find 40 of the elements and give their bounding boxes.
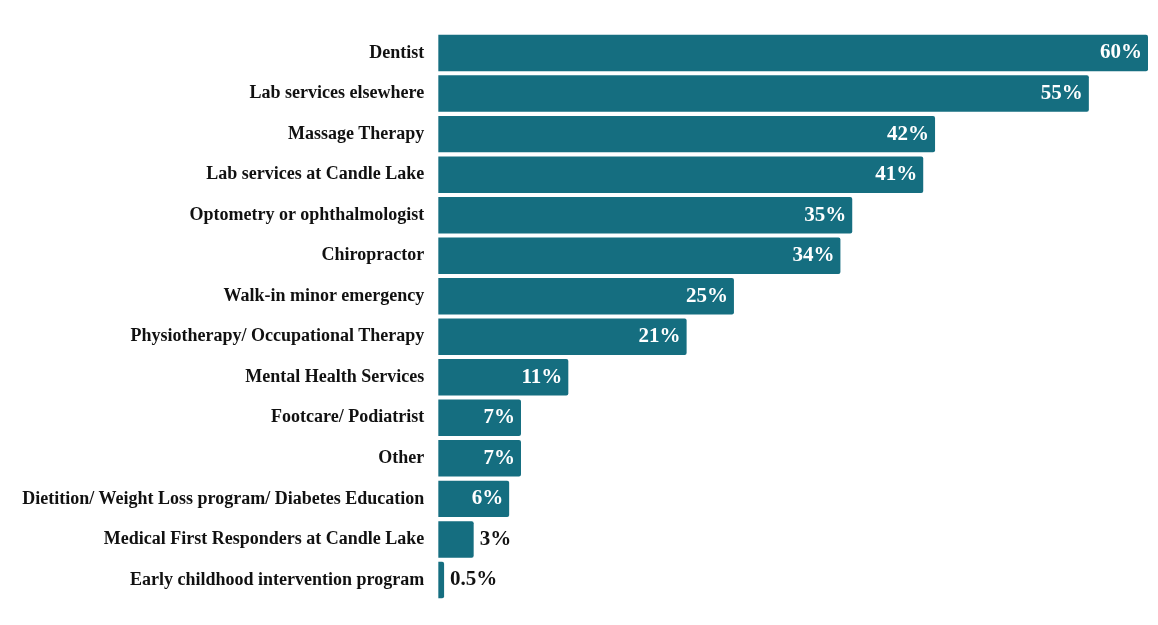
y-tick-label: Dentist bbox=[369, 41, 425, 62]
data-label: 21% bbox=[638, 323, 681, 348]
data-label: 6% bbox=[471, 485, 504, 510]
bar bbox=[438, 440, 521, 477]
bar bbox=[438, 399, 521, 437]
y-tick-label: Mental Health Services bbox=[245, 365, 425, 386]
y-tick-label: Footcare/ Podiatrist bbox=[271, 406, 425, 427]
bar bbox=[438, 521, 474, 558]
data-label: 7% bbox=[483, 444, 515, 469]
data-label: 55% bbox=[1040, 80, 1083, 105]
bar bbox=[438, 115, 936, 153]
data-label: 41% bbox=[875, 161, 918, 186]
y-tick-label: Early childhood intervention program bbox=[129, 568, 425, 589]
data-label: 3% bbox=[479, 525, 512, 550]
data-label: 11% bbox=[521, 363, 563, 388]
y-tick-label: Other bbox=[378, 447, 425, 468]
bar bbox=[438, 196, 853, 234]
y-tick-label: Massage Therapy bbox=[288, 122, 425, 143]
data-label: 0.5% bbox=[450, 566, 498, 591]
y-tick-label: Walk-in minor emergency bbox=[223, 284, 425, 305]
bar bbox=[438, 359, 569, 396]
y-tick-label: Optometry or ophthalmologist bbox=[189, 203, 425, 224]
y-tick-label: Physiotherapy/ Occupational Therapy bbox=[130, 325, 425, 346]
y-tick-label: Chiropractor bbox=[321, 244, 425, 265]
bar bbox=[438, 75, 1089, 112]
y-tick-label: Lab services elsewhere bbox=[249, 82, 425, 103]
data-label: 7% bbox=[483, 404, 515, 429]
bar bbox=[438, 156, 924, 193]
bar bbox=[438, 318, 687, 355]
data-label: 34% bbox=[792, 242, 835, 267]
data-label: 42% bbox=[887, 120, 930, 145]
y-tick-label: Lab services at Candle Lake bbox=[206, 163, 425, 184]
y-tick-label: Dietition/ Weight Loss program/ Diabetes Education bbox=[22, 487, 425, 508]
data-label: 25% bbox=[685, 282, 728, 307]
bar bbox=[438, 278, 734, 315]
data-label: 60% bbox=[1100, 39, 1142, 64]
y-tick-label: Medical First Responders at Candle Lake bbox=[103, 528, 425, 549]
data-label: 35% bbox=[804, 201, 847, 226]
bar bbox=[438, 34, 1148, 72]
bar bbox=[438, 237, 841, 274]
